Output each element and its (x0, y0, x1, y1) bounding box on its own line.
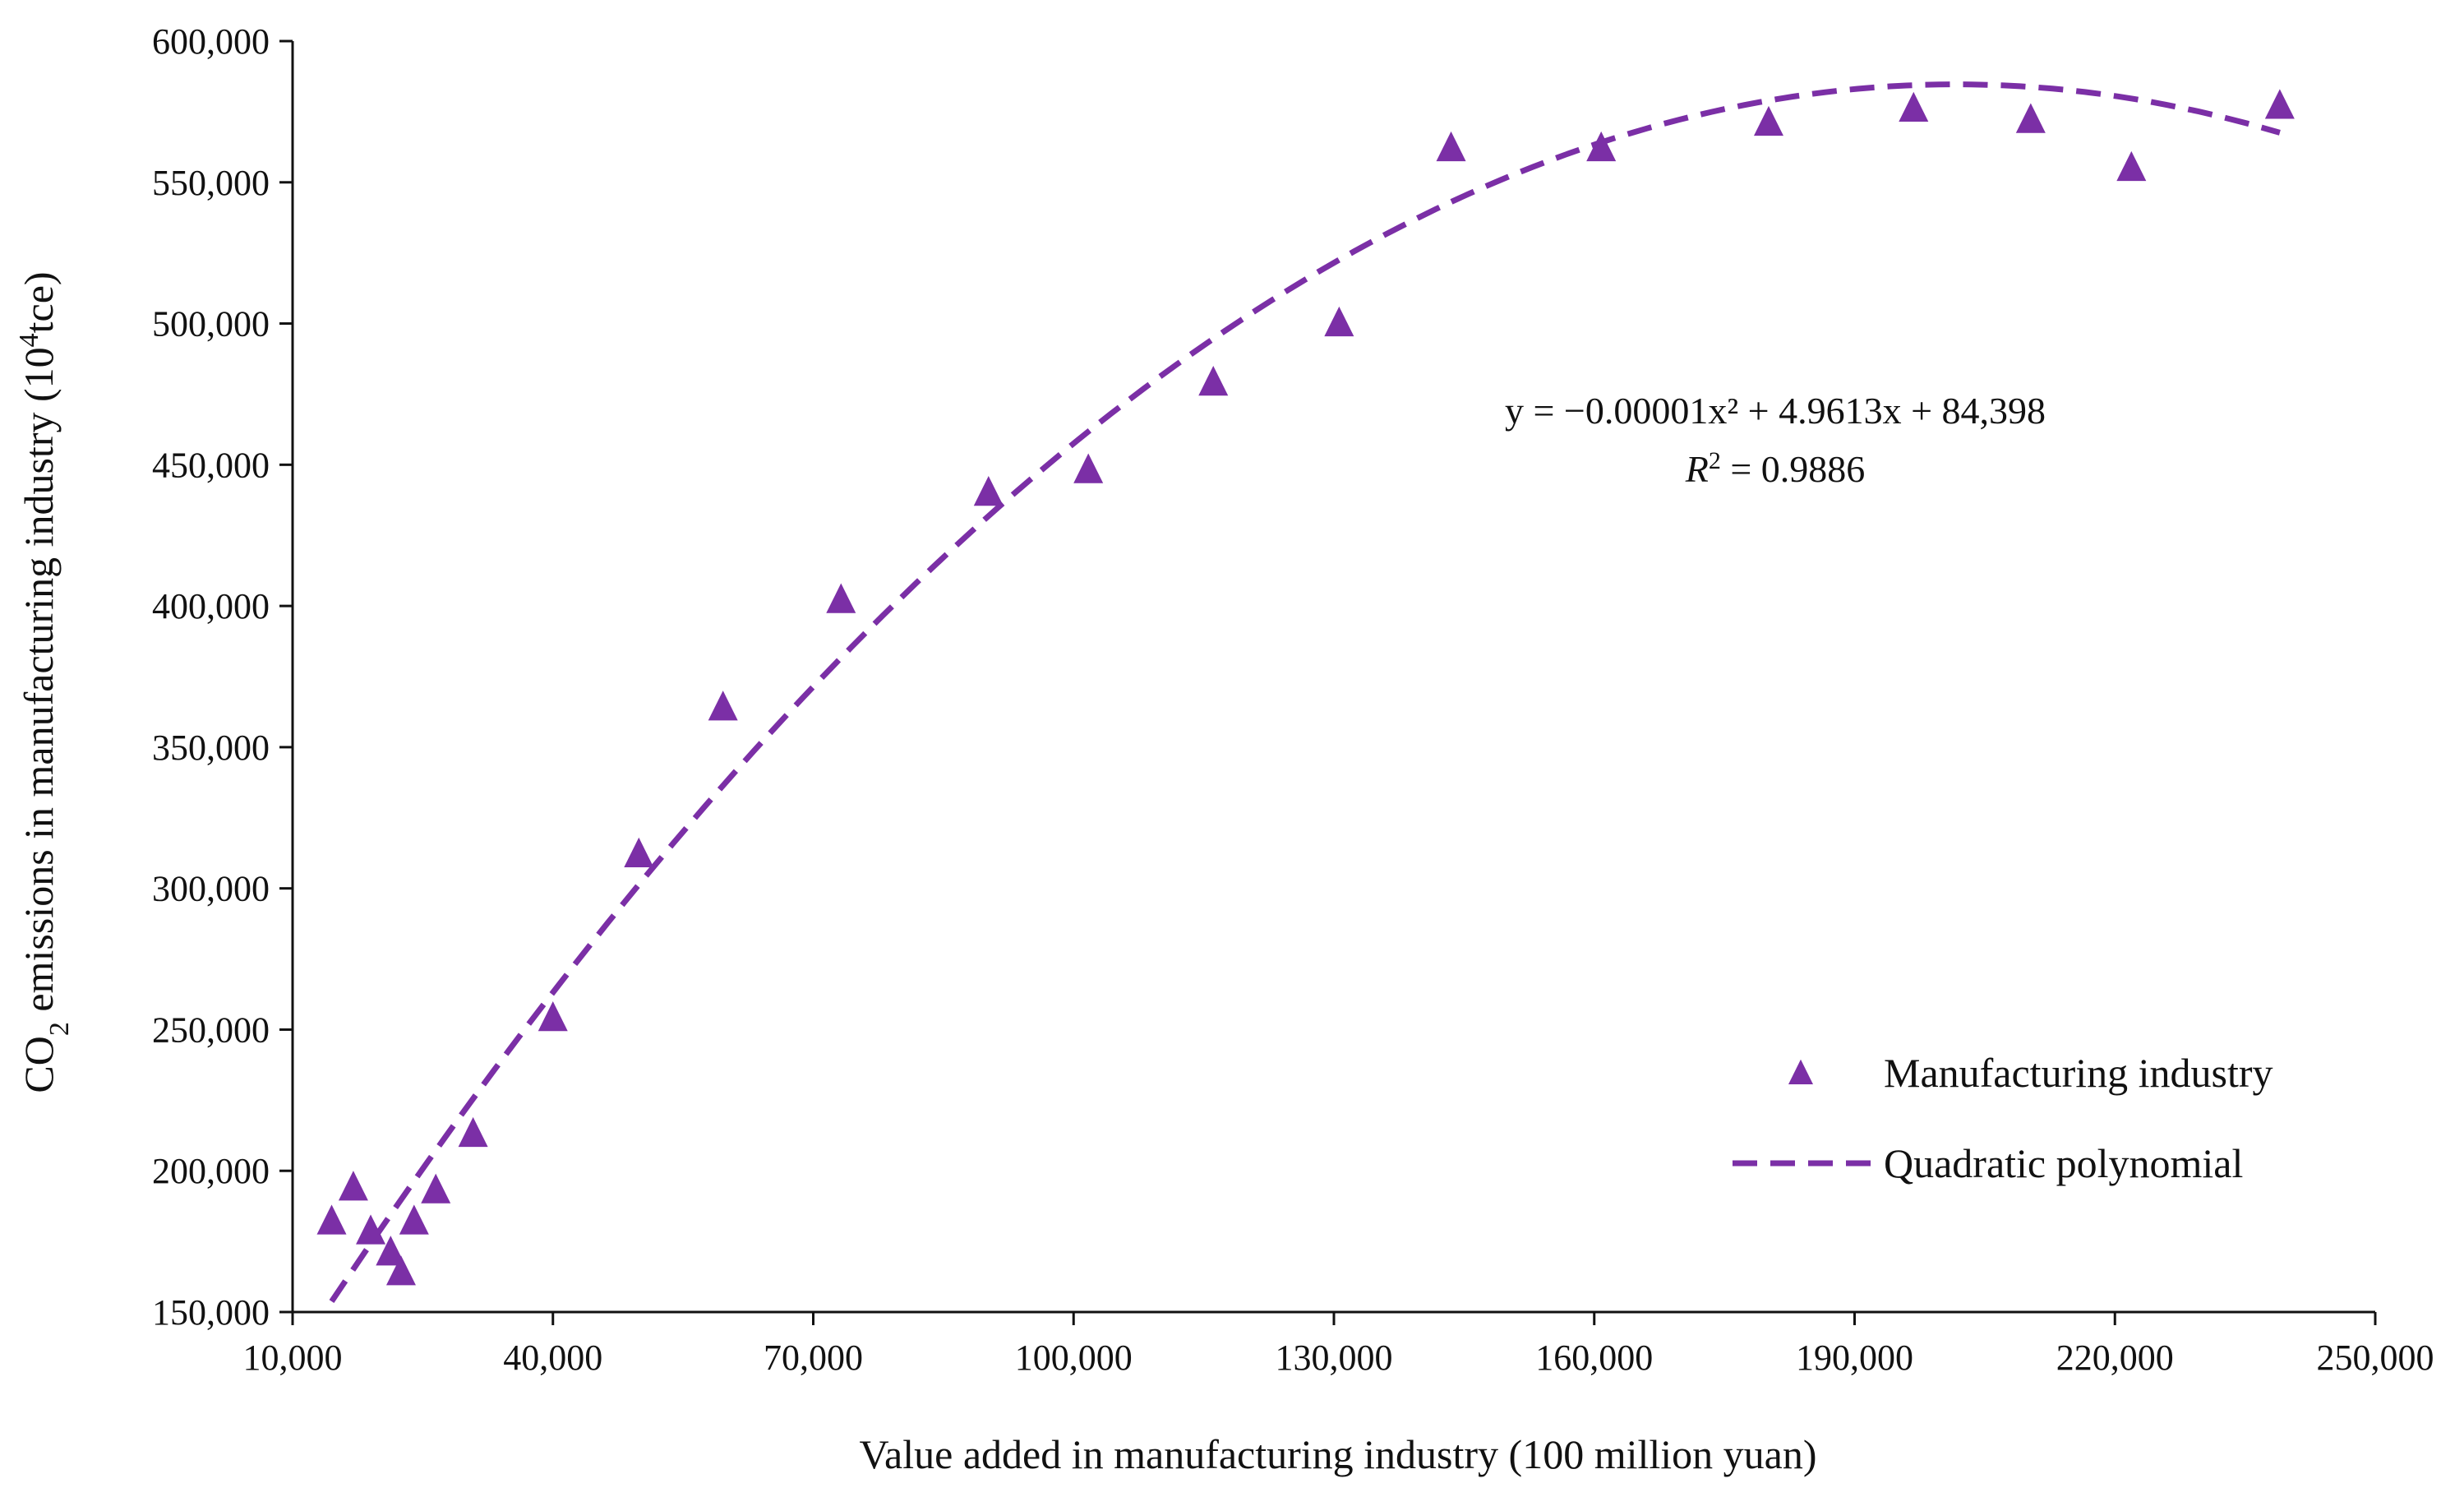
data-point (2116, 150, 2147, 182)
y-tick-label: 200,000 (152, 1151, 270, 1191)
legend-triangle-marker (1788, 1059, 1813, 1084)
x-tick-label: 100,000 (1015, 1338, 1133, 1378)
x-tick-label: 130,000 (1276, 1338, 1393, 1378)
y-tick-label: 450,000 (152, 445, 270, 485)
r-squared-superscript: 2 (1709, 447, 1721, 474)
y-axis-title: CO2 emissions in manufacturing industry … (14, 271, 75, 1093)
y-tick-label: 350,000 (152, 728, 270, 768)
data-point (2015, 103, 2046, 133)
data-point (2264, 89, 2295, 119)
x-tick-label: 160,000 (1535, 1338, 1653, 1378)
y-title-co: CO (16, 1036, 62, 1093)
y-title-subscript: 2 (44, 1022, 75, 1036)
y-tick-label: 300,000 (152, 869, 270, 909)
data-point (826, 583, 856, 613)
y-tick-label: 500,000 (152, 304, 270, 344)
y-tick-label: 150,000 (152, 1292, 270, 1333)
quadratic-trendline (329, 81, 2281, 1304)
trend-layer (329, 81, 2281, 1304)
x-tick-label: 190,000 (1796, 1338, 1913, 1378)
x-tick-label: 40,000 (503, 1338, 602, 1378)
y-tick-label: 600,000 (152, 21, 270, 62)
data-point (1436, 131, 1466, 162)
y-title-superscript: 4 (14, 333, 44, 347)
y-tick-label: 550,000 (152, 163, 270, 203)
legend-label-trendline: Quadratic polynomial (1884, 1140, 2243, 1186)
data-point (973, 475, 1004, 506)
r-squared-value: = 0.9886 (1721, 448, 1865, 490)
data-point (376, 1236, 406, 1266)
equation-annotation: y = −0.00001x² + 4.9613x + 84,398 R2 = 0… (1505, 390, 2046, 490)
data-point (1073, 453, 1104, 483)
r-squared-text: R2 = 0.9886 (1685, 447, 1866, 491)
data-point (1324, 306, 1354, 337)
legend-label-scatter: Manufacturing industry (1884, 1050, 2273, 1096)
data-point (385, 1255, 416, 1286)
legend: Manufacturing industry Quadratic polynom… (1733, 1050, 2273, 1186)
y-tick-label: 250,000 (152, 1010, 270, 1050)
data-point (538, 1001, 568, 1032)
y-title-end: tce) (16, 271, 62, 333)
data-point (356, 1214, 386, 1245)
x-tick-label: 10,000 (243, 1338, 343, 1378)
x-tick-label: 250,000 (2317, 1338, 2434, 1378)
data-point (1899, 91, 1929, 122)
y-title-middle: emissions in manufacturing industry (10 (16, 347, 62, 1022)
data-point (316, 1204, 347, 1235)
x-tick-label: 70,000 (764, 1338, 863, 1378)
data-point (708, 691, 738, 721)
data-point (624, 837, 654, 867)
points-layer (316, 89, 2295, 1286)
data-point (1586, 131, 1617, 162)
data-point (1198, 366, 1229, 396)
axes-layer: 150,000 200,000 250,000 300,000 350,000 400,0… (152, 21, 2434, 1378)
data-point (399, 1204, 429, 1235)
equation-text: y = −0.00001x² + 4.9613x + 84,398 (1505, 390, 2046, 432)
data-point (1753, 105, 1783, 136)
data-point (421, 1173, 451, 1204)
r-squared-label: R (1685, 448, 1709, 490)
data-point (458, 1116, 488, 1148)
x-axis-title: Value added in manufacturing industry (1… (859, 1431, 1816, 1477)
x-tick-label: 220,000 (2056, 1338, 2174, 1378)
y-tick-label: 400,000 (152, 586, 270, 626)
data-point (338, 1171, 368, 1201)
